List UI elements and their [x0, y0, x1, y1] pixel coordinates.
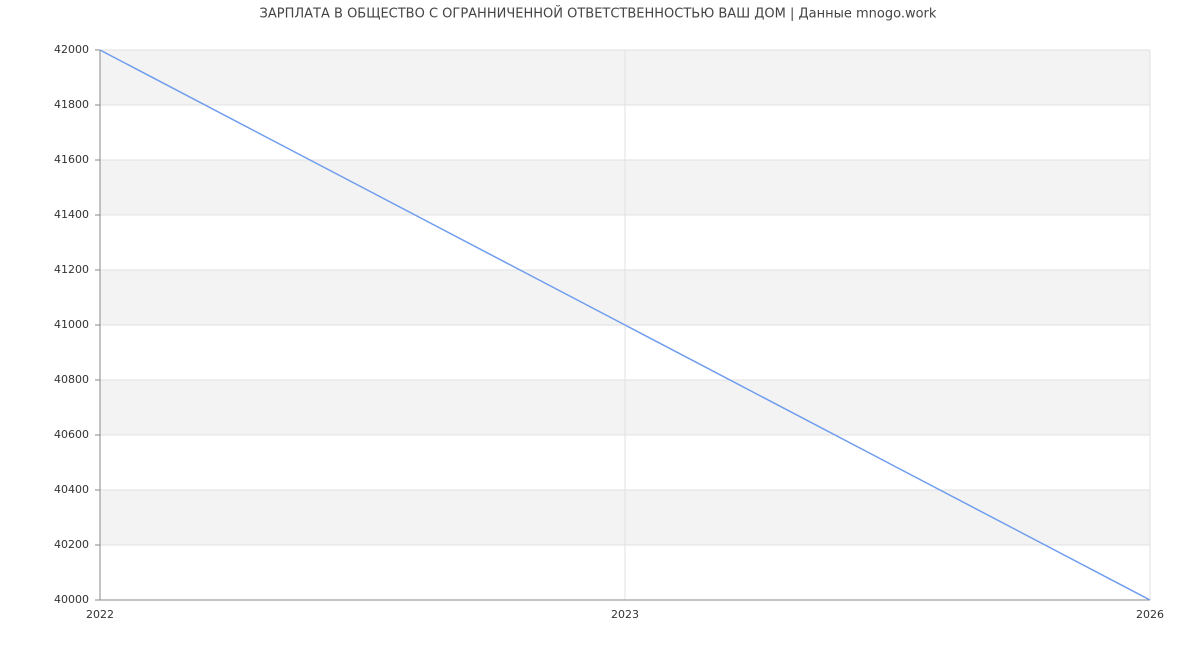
y-tick-label: 41400 — [54, 208, 89, 221]
line-series — [99, 49, 1151, 601]
y-tick-label: 40000 — [54, 593, 89, 606]
x-tick-label: 2022 — [86, 608, 114, 621]
y-tick-label: 41200 — [54, 263, 89, 276]
y-tick-label: 40600 — [54, 428, 89, 441]
y-tick-label: 40400 — [54, 483, 89, 496]
x-tick-label: 2023 — [611, 608, 639, 621]
chart-title: ЗАРПЛАТА В ОБЩЕСТВО С ОГРАННИЧЕННОЙ ОТВЕ… — [260, 6, 937, 22]
y-tick-label: 40800 — [54, 373, 89, 386]
y-tick-label: 40200 — [54, 538, 89, 551]
y-tick-label: 42000 — [54, 43, 89, 56]
x-tick-label: 2026 — [1136, 608, 1164, 621]
y-tick-label: 41800 — [54, 98, 89, 111]
y-tick-label: 41600 — [54, 153, 89, 166]
y-tick-label: 41000 — [54, 318, 89, 331]
